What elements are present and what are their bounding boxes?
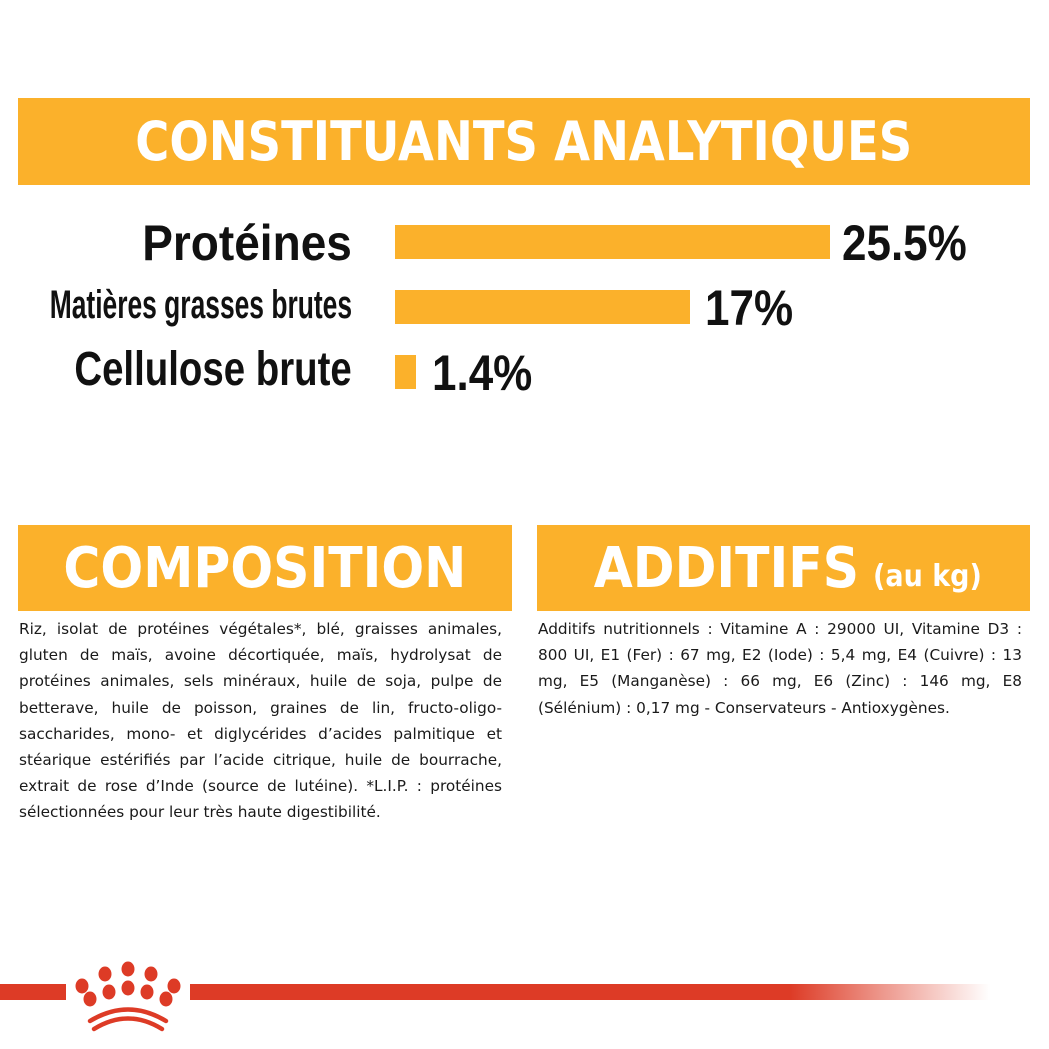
crown-icon [75,961,181,1032]
bar-proteines [395,225,830,259]
additifs-title: ADDITIFS [593,535,859,601]
row-label-proteines: Protéines [142,215,352,271]
analytic-title: CONSTITUANTS ANALYTIQUES [135,110,913,173]
brand-bar-left [0,984,66,1000]
value-proteines: 25.5% [842,215,967,271]
additifs-header: ADDITIFS (au kg) [537,525,1030,611]
row-label-cellulose: Cellulose brute [74,343,352,396]
composition-title: COMPOSITION [63,535,467,601]
value-cellulose: 1.4% [432,345,533,401]
composition-text: Riz, isolat de protéines végétales*, blé… [19,620,502,822]
composition-header: COMPOSITION [18,525,512,611]
value-matieres-grasses: 17% [705,280,794,336]
additifs-text: Additifs nutritionnels : Vitamine A : 29… [538,620,1022,717]
additifs-unit: (au kg) [873,558,983,594]
row-label-matieres-grasses: Matières grasses brutes [49,283,352,327]
bar-matieres-grasses [395,290,690,324]
brand-bar-right [190,984,990,1000]
bar-cellulose [395,355,416,389]
analytic-header: CONSTITUANTS ANALYTIQUES [18,98,1030,185]
